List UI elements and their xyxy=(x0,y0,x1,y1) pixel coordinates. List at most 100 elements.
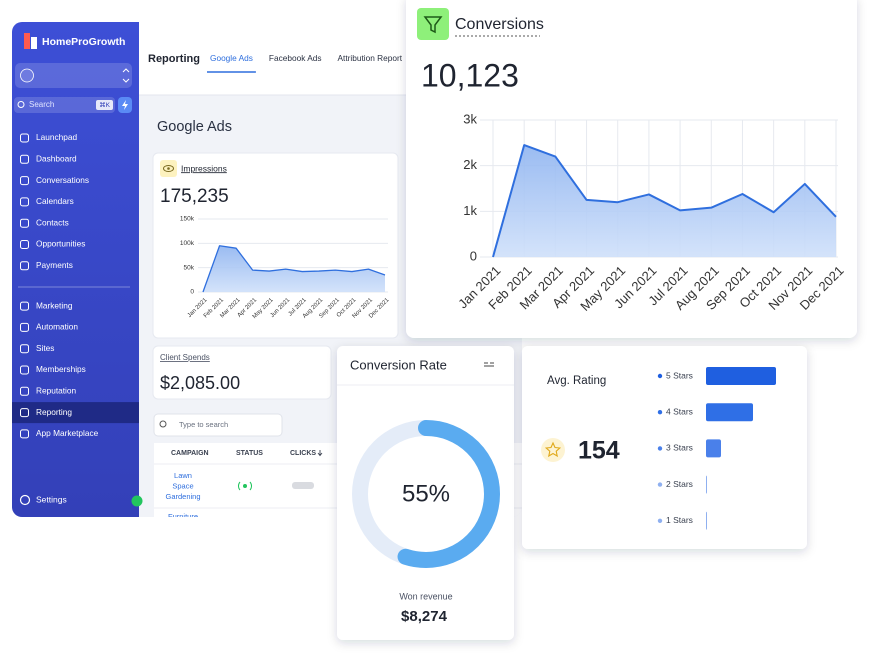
y-tick-label: 150k xyxy=(180,216,195,223)
y-tick-label: 50k xyxy=(184,264,195,271)
kpi-label: Client Spends xyxy=(160,353,210,362)
menu-icon xyxy=(20,365,29,375)
shortcut: ⌘K xyxy=(99,102,111,109)
menu-icon xyxy=(20,261,29,271)
donut-chart: 55% xyxy=(352,420,500,568)
search-icon xyxy=(159,420,167,428)
chart-title: Avg. Rating xyxy=(547,375,606,387)
menu-item[interactable]: Launchpad xyxy=(36,132,77,142)
bar-label: 1 Stars xyxy=(666,515,693,525)
bar-label: 3 Stars xyxy=(666,443,693,453)
bar xyxy=(706,403,753,422)
chevron-icon xyxy=(122,68,130,83)
menu-item[interactable]: Dashboard xyxy=(36,153,77,163)
legend-dot xyxy=(657,518,663,523)
bolt-icon xyxy=(122,100,128,110)
chart-title: Conversion Rate xyxy=(350,357,447,372)
search-box[interactable] xyxy=(14,97,115,113)
menu-icon xyxy=(20,133,29,143)
rating-card: Avg. Rating 154 5 Stars 4 Stars 3 Stars 2 S… xyxy=(522,346,807,549)
donut-label: 55% xyxy=(402,480,450,507)
sidebar-menu: Launchpad Dashboard Conversations Calendars… xyxy=(12,132,139,439)
filter-icon[interactable] xyxy=(484,362,494,367)
menu-item[interactable]: Contacts xyxy=(36,217,69,227)
logo-mark xyxy=(24,33,30,49)
menu-icon xyxy=(20,429,29,439)
tab[interactable]: Google Ads xyxy=(210,53,253,63)
shortcut-badge xyxy=(96,100,113,110)
eye-icon xyxy=(163,165,174,172)
menu-item[interactable]: App Marketplace xyxy=(36,428,99,438)
eye-icon xyxy=(167,167,170,170)
menu-icon xyxy=(20,240,29,249)
search-placeholder: Type to search xyxy=(179,420,228,429)
legend-dot xyxy=(657,410,663,415)
area-fill xyxy=(493,145,836,257)
column-header: STATUS xyxy=(236,450,263,457)
line xyxy=(492,144,837,258)
settings-icon xyxy=(19,494,31,506)
menu-item[interactable]: Memberships xyxy=(36,364,86,374)
search-label: Search xyxy=(29,100,54,109)
section-title: Reporting xyxy=(148,53,200,65)
funnel-icon-bg xyxy=(417,8,449,40)
menu-icon xyxy=(20,197,29,207)
menu-icon xyxy=(20,408,29,418)
search-icon xyxy=(17,101,25,108)
chart-title: Conversions xyxy=(455,16,544,33)
campaign-name[interactable]: Furniture xyxy=(168,512,198,521)
brand: HomeProGrowth xyxy=(42,36,125,48)
card-bg xyxy=(337,346,514,640)
area-fill xyxy=(203,245,385,292)
y-tick-label: 1k xyxy=(463,203,477,218)
bar xyxy=(706,475,707,494)
collapse-toggle[interactable] xyxy=(131,495,143,507)
menu-icon xyxy=(20,218,29,228)
settings[interactable]: Settings xyxy=(36,494,67,504)
menu-icon xyxy=(20,344,29,354)
table-search[interactable] xyxy=(153,413,283,437)
funnel-icon xyxy=(423,16,443,34)
line xyxy=(202,245,386,293)
chart-total: 10,123 xyxy=(421,57,519,93)
logo-mark xyxy=(31,37,37,49)
active-item-bg xyxy=(12,402,139,424)
menu-item[interactable]: Opportunities xyxy=(36,239,85,249)
rating-bars: 5 Stars 4 Stars 3 Stars 2 Stars 1 Stars xyxy=(657,367,776,530)
menu-item[interactable]: Calendars xyxy=(36,196,74,206)
y-tick-label: 2k xyxy=(463,157,477,172)
tab[interactable]: Attribution Report xyxy=(338,53,403,63)
chart-total: 154 xyxy=(578,437,620,465)
menu-item[interactable]: Conversations xyxy=(36,175,89,185)
legend-dot xyxy=(657,373,663,379)
menu-item[interactable]: Automation xyxy=(36,322,78,332)
bar-label: 4 Stars xyxy=(666,406,693,416)
y-tick-label: 3k xyxy=(463,111,477,126)
menu-icon xyxy=(20,301,29,311)
tabs: Google Ads Facebook Ads Attribution Report xyxy=(207,53,403,73)
conversion-rate-card: Conversion Rate 55% Won revenue $8,274 xyxy=(337,346,514,640)
client-spends-card xyxy=(152,345,332,400)
caption: Won revenue xyxy=(399,591,452,601)
bar xyxy=(706,511,707,530)
menu-icon xyxy=(20,154,29,164)
menu-item[interactable]: Reputation xyxy=(36,385,77,395)
campaign-name[interactable]: Lawn Space Gardening xyxy=(165,471,200,501)
bar-label: 2 Stars xyxy=(666,479,693,489)
account-switcher[interactable] xyxy=(15,63,132,88)
donut-arc xyxy=(352,420,500,568)
tab[interactable]: Facebook Ads xyxy=(269,53,322,63)
menu-item[interactable]: Payments xyxy=(36,260,73,270)
blurred-clicks xyxy=(292,482,314,489)
y-tick-label: 100k xyxy=(180,240,195,247)
menu-icon xyxy=(20,176,29,186)
avatar xyxy=(20,68,34,83)
menu-item[interactable]: Sites xyxy=(36,343,54,353)
menu-item[interactable]: Reporting xyxy=(36,407,72,417)
bar-label: 5 Stars xyxy=(666,370,693,380)
page-title: Google Ads xyxy=(157,119,232,135)
menu-item[interactable]: Marketing xyxy=(36,300,73,310)
